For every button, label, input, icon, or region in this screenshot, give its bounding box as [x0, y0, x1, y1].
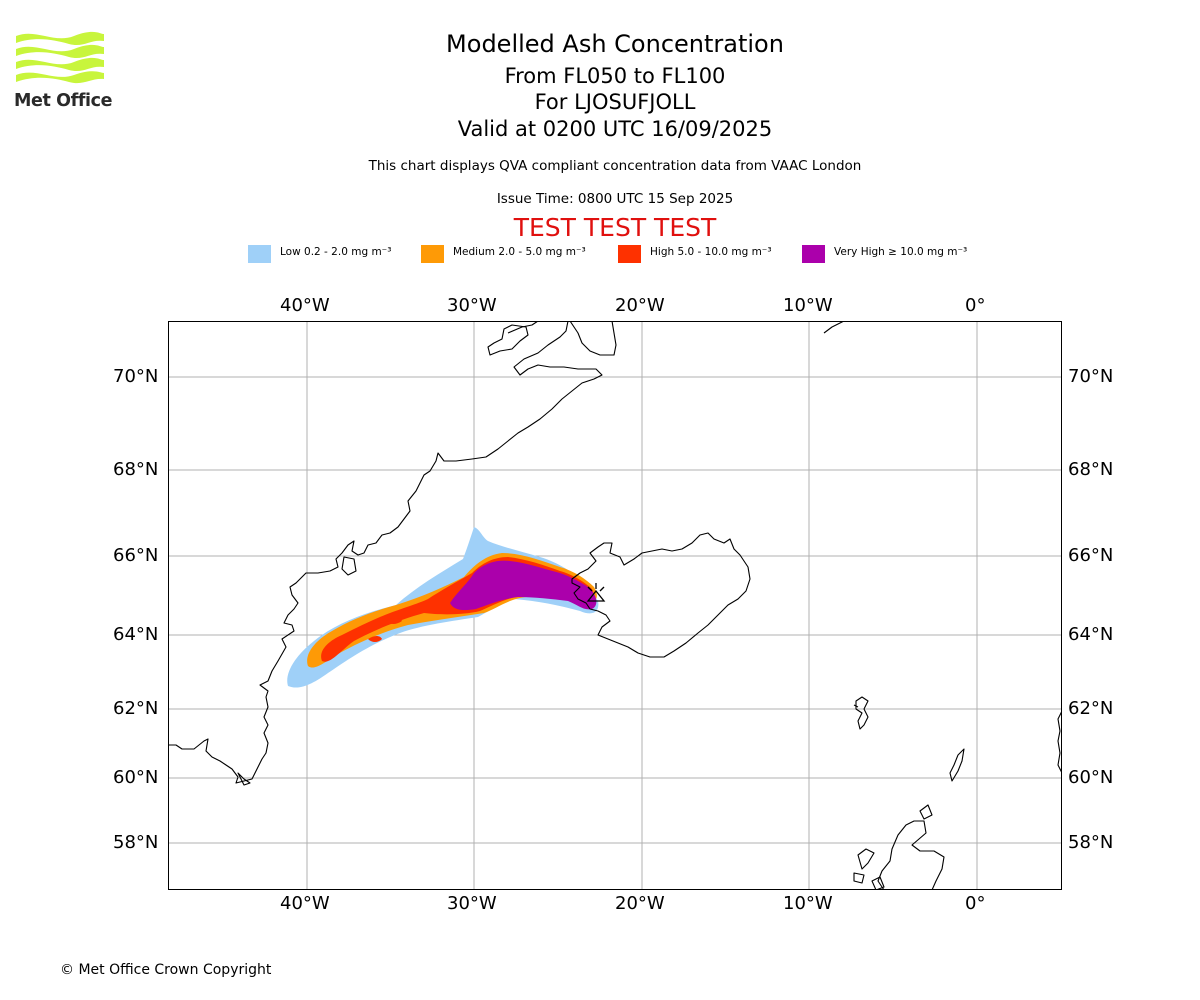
lon-tick-top: 0° [965, 295, 986, 316]
met-office-logo [16, 31, 104, 84]
copyright-notice: © Met Office Crown Copyright [60, 962, 272, 978]
lat-tick-right: 68°N [1068, 459, 1114, 480]
valid-time: Valid at 0200 UTC 16/09/2025 [457, 117, 773, 141]
lat-tick-right: 64°N [1068, 624, 1114, 645]
scotland-coastline [877, 820, 945, 890]
legend-swatch-low [248, 245, 271, 263]
legend-label-medium: Medium 2.0 - 5.0 mg m⁻³ [453, 246, 586, 258]
volcano-name: For LJOSUFJOLL [534, 90, 696, 114]
greenland-island-outline [569, 321, 617, 356]
hebrides-outline [871, 876, 885, 890]
ash-high-blob [386, 618, 402, 624]
legend-swatch-very-high [802, 245, 825, 263]
coastlines [168, 321, 1062, 890]
lon-tick-top: 40°W [280, 295, 330, 316]
lon-tick-bottom: 40°W [280, 893, 330, 914]
faroe-islands-outline [853, 704, 859, 708]
legend-swatch-high [618, 245, 641, 263]
chart-title: Modelled Ash Concentration [446, 30, 784, 58]
shetland-outline [949, 748, 965, 782]
norway-coastline [1057, 710, 1062, 774]
lat-tick-left: 64°N [113, 624, 159, 645]
lat-tick-right: 62°N [1068, 698, 1114, 719]
lat-tick-left: 58°N [113, 832, 159, 853]
hebrides-outline [857, 848, 875, 870]
chart-description: This chart displays QVA compliant concen… [368, 158, 862, 174]
legend-label-low: Low 0.2 - 2.0 mg m⁻³ [280, 246, 392, 258]
ash-high-blob [368, 636, 382, 642]
lon-tick-bottom: 20°W [615, 893, 665, 914]
lat-tick-left: 62°N [113, 698, 159, 719]
hebrides-outline [853, 872, 865, 884]
lat-tick-left: 66°N [113, 545, 159, 566]
greenland-coastline [168, 321, 603, 784]
gridlines [168, 321, 1062, 890]
ash-concentration-map [168, 321, 1062, 890]
greenland-island-outline [487, 324, 529, 356]
lat-tick-right: 60°N [1068, 767, 1114, 788]
lon-tick-bottom: 10°W [783, 893, 833, 914]
lat-tick-left: 60°N [113, 767, 159, 788]
flight-level-range: From FL050 to FL100 [504, 64, 726, 88]
lon-tick-bottom: 30°W [447, 893, 497, 914]
legend-label-very-high: Very High ≥ 10.0 mg m⁻³ [834, 246, 968, 258]
legend-swatch-medium [421, 245, 444, 263]
lon-tick-bottom: 0° [965, 893, 986, 914]
greenland-small-island-outline [341, 556, 357, 576]
logo-text: Met Office [14, 91, 113, 111]
faroe-islands-outline [855, 696, 869, 730]
greenland-island-outline [507, 321, 539, 334]
lat-tick-left: 70°N [113, 366, 159, 387]
lat-tick-right: 70°N [1068, 366, 1114, 387]
ash-very-high-region [450, 560, 597, 611]
lon-tick-top: 30°W [447, 295, 497, 316]
lat-tick-left: 68°N [113, 459, 159, 480]
issue-time: Issue Time: 0800 UTC 15 Sep 2025 [496, 191, 734, 207]
lon-tick-top: 10°W [783, 295, 833, 316]
iceland-coastline [571, 532, 751, 658]
test-banner: TEST TEST TEST [513, 213, 717, 242]
lat-tick-right: 58°N [1068, 832, 1114, 853]
volcano-marker [586, 583, 606, 602]
greenland-small-island-outline [237, 772, 251, 786]
map-frame [168, 321, 1062, 890]
lat-tick-right: 66°N [1068, 545, 1114, 566]
lon-tick-top: 20°W [615, 295, 665, 316]
orkney-outline [919, 804, 933, 820]
legend-label-high: High 5.0 - 10.0 mg m⁻³ [650, 246, 772, 258]
